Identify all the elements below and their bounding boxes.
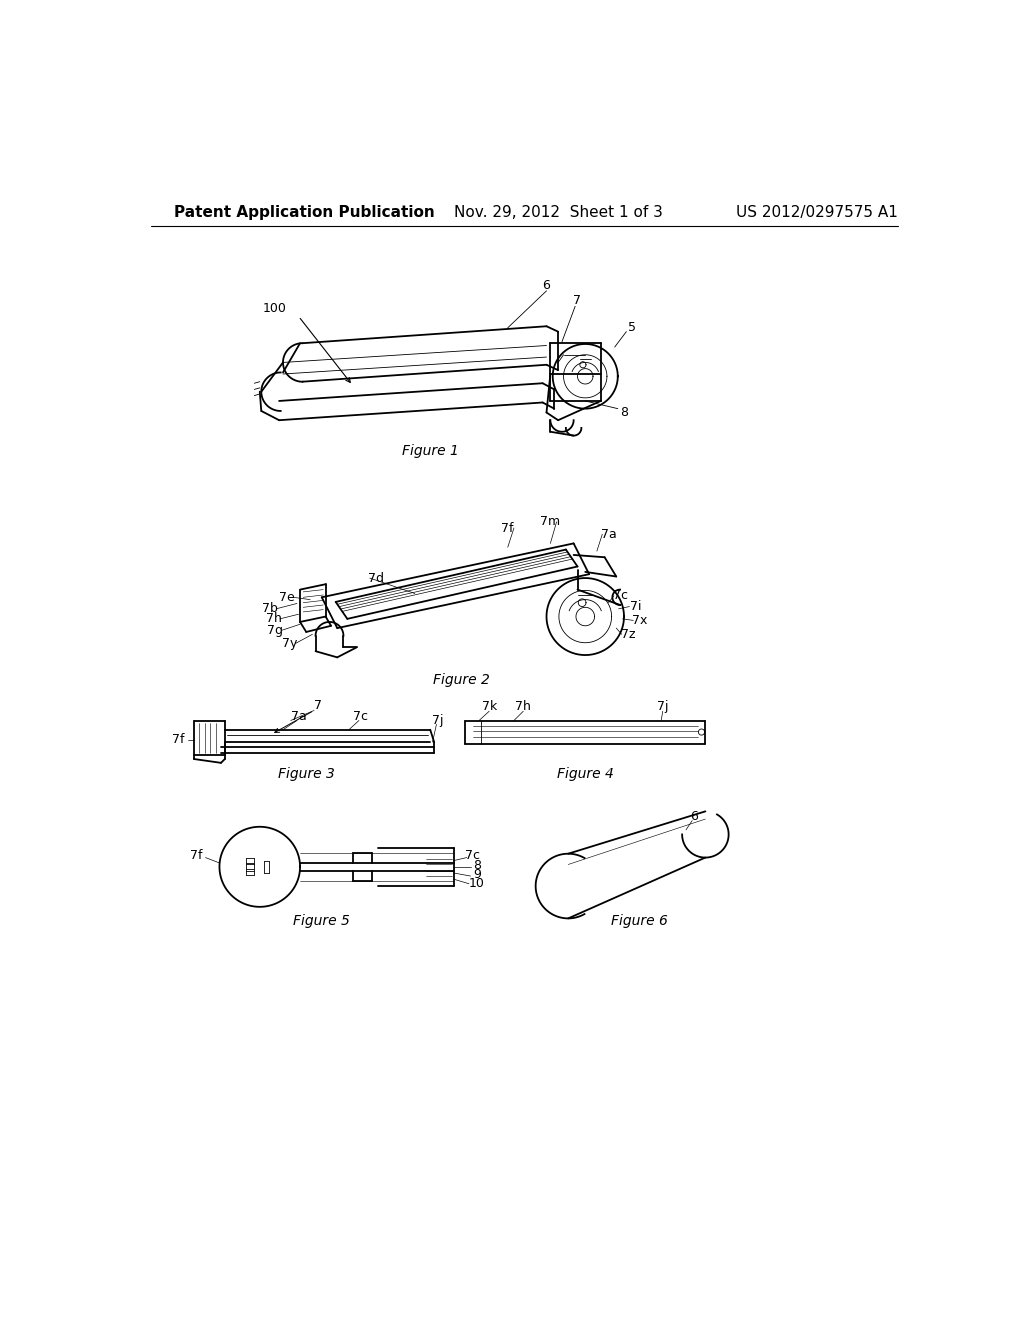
Text: Figure 6: Figure 6 bbox=[611, 913, 668, 928]
Text: 5: 5 bbox=[628, 321, 636, 334]
Text: 7b: 7b bbox=[262, 602, 278, 615]
Text: 6: 6 bbox=[543, 279, 551, 292]
Text: 10: 10 bbox=[469, 878, 484, 890]
Text: 7i: 7i bbox=[630, 601, 641, 612]
Text: 7a: 7a bbox=[601, 528, 616, 541]
Text: Figure 2: Figure 2 bbox=[433, 673, 489, 688]
Text: Patent Application Publication: Patent Application Publication bbox=[174, 205, 435, 220]
Text: 7f: 7f bbox=[502, 521, 514, 535]
Text: 7h: 7h bbox=[515, 700, 531, 713]
Text: 7a: 7a bbox=[291, 710, 306, 723]
Text: 100: 100 bbox=[263, 302, 287, 315]
Text: Figure 5: Figure 5 bbox=[293, 913, 350, 928]
Text: 7f: 7f bbox=[172, 733, 184, 746]
Text: 7x: 7x bbox=[632, 614, 647, 627]
Text: 7d: 7d bbox=[368, 572, 384, 585]
Text: 7e: 7e bbox=[279, 591, 295, 603]
Text: 7z: 7z bbox=[621, 628, 635, 640]
Text: 7j: 7j bbox=[432, 714, 443, 727]
Text: 7c: 7c bbox=[465, 849, 480, 862]
Text: 8: 8 bbox=[620, 407, 628, 418]
Text: 7m: 7m bbox=[541, 515, 560, 528]
Text: 7y: 7y bbox=[282, 638, 297, 649]
Text: Figure 1: Figure 1 bbox=[401, 444, 459, 458]
Text: Nov. 29, 2012  Sheet 1 of 3: Nov. 29, 2012 Sheet 1 of 3 bbox=[454, 205, 663, 220]
Text: 6: 6 bbox=[690, 810, 697, 824]
Text: 7: 7 bbox=[573, 294, 582, 308]
Text: 7j: 7j bbox=[657, 700, 669, 713]
Text: 7g: 7g bbox=[267, 624, 284, 638]
Text: 8: 8 bbox=[473, 859, 480, 871]
Text: 7c: 7c bbox=[612, 589, 628, 602]
Text: US 2012/0297575 A1: US 2012/0297575 A1 bbox=[736, 205, 898, 220]
Text: 7c: 7c bbox=[353, 710, 368, 723]
Text: 7f: 7f bbox=[189, 849, 203, 862]
Text: Figure 3: Figure 3 bbox=[278, 767, 335, 781]
Text: 7h: 7h bbox=[266, 612, 282, 626]
Text: Figure 4: Figure 4 bbox=[557, 767, 613, 781]
Text: 7k: 7k bbox=[481, 700, 497, 713]
Text: 9: 9 bbox=[473, 869, 480, 880]
Text: 7: 7 bbox=[314, 698, 322, 711]
